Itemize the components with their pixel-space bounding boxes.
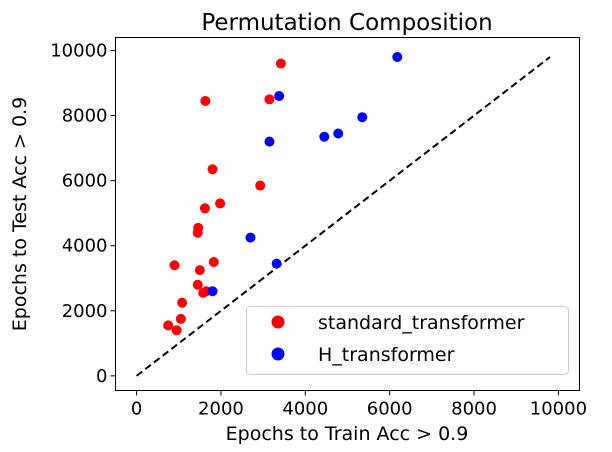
x-tick-label: 0 — [131, 399, 142, 420]
point-h-transformer — [357, 112, 368, 123]
point-h-transformer — [333, 128, 344, 139]
point-standard-transformer — [207, 164, 218, 175]
point-standard-transformer — [177, 297, 188, 308]
y-tick-label: 4000 — [62, 236, 108, 257]
legend-label-h-transformer: H_transformer — [318, 344, 455, 366]
y-tick-label: 8000 — [62, 106, 108, 127]
legend-label-standard-transformer: standard_transformer — [318, 312, 525, 334]
reference-line-group — [135, 56, 551, 377]
axis-ticks: 0 2000 4000 6000 8000 10000 0 2000 4000 6000 8000 1… — [50, 41, 587, 420]
point-standard-transformer — [208, 256, 219, 267]
point-standard-transformer — [171, 325, 182, 336]
point-standard-transformer — [194, 265, 205, 276]
point-h-transformer — [264, 136, 275, 147]
point-standard-transformer — [215, 198, 226, 209]
point-h-transformer — [245, 232, 256, 243]
y-axis-title: Epochs to Test Acc > 0.9 — [9, 97, 31, 331]
point-standard-transformer — [175, 313, 186, 324]
x-axis-title: Epochs to Train Acc > 0.9 — [226, 423, 469, 445]
point-standard-transformer — [193, 222, 204, 233]
legend-box — [246, 306, 569, 375]
point-standard-transformer — [192, 279, 203, 290]
point-h-transformer — [207, 286, 218, 297]
point-standard-transformer — [169, 260, 180, 271]
y-tick-label: 6000 — [62, 171, 108, 192]
plot-frame — [115, 37, 580, 391]
data-points — [163, 52, 403, 336]
point-h-transformer — [392, 52, 403, 63]
x-tick-label: 2000 — [198, 399, 244, 420]
legend-marker-standard-transformer — [271, 315, 285, 329]
point-standard-transformer — [275, 58, 286, 69]
point-standard-transformer — [199, 203, 210, 214]
point-h-transformer — [271, 258, 282, 269]
legend-marker-h-transformer — [271, 347, 285, 361]
chart-title: Permutation Composition — [201, 10, 492, 36]
point-standard-transformer — [163, 320, 174, 331]
x-tick-label: 8000 — [451, 399, 497, 420]
y-tick-label: 0 — [96, 366, 107, 387]
x-tick-label: 4000 — [282, 399, 328, 420]
x-tick-label: 10000 — [530, 399, 587, 420]
point-standard-transformer — [255, 180, 266, 191]
y-tick-label: 2000 — [62, 301, 108, 322]
y-tick-label: 10000 — [50, 41, 107, 62]
point-h-transformer — [319, 131, 330, 142]
x-tick-label: 6000 — [367, 399, 413, 420]
diagonal-reference-line — [135, 56, 551, 377]
point-standard-transformer — [264, 94, 275, 105]
point-h-transformer — [274, 91, 285, 102]
point-standard-transformer — [200, 95, 211, 106]
legend: standard_transformer H_transformer — [246, 306, 569, 375]
